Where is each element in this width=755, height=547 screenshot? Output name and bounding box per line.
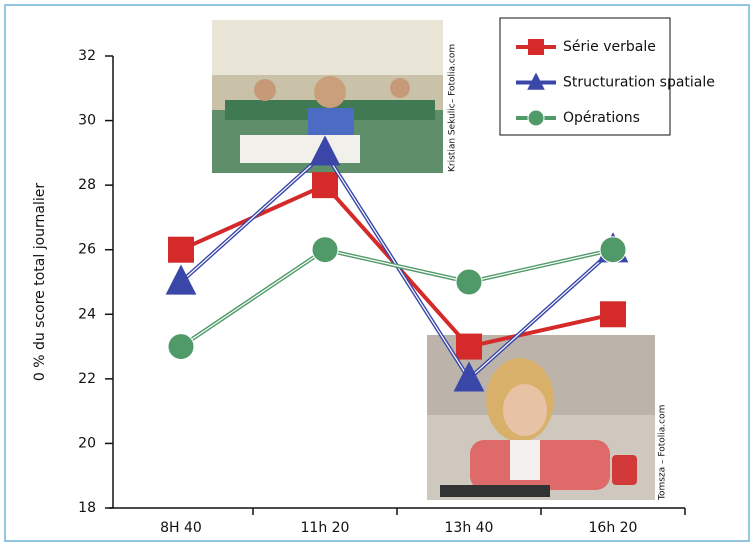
y-tick-label: 24 [78,306,96,322]
x-tick-label: 13h 40 [445,520,494,536]
image-credit: Kristian Sekulic– Fotolia.com [448,44,458,172]
photo-student [427,335,655,500]
legend-marker [527,72,545,90]
marker [600,301,626,328]
y-tick-label: 26 [78,242,96,258]
x-tick-label: 16h 20 [589,520,638,536]
y-tick-label: 20 [78,435,96,451]
legend-label: Série verbale [563,39,656,55]
marker [453,361,485,392]
y-tick-label: 32 [78,48,96,64]
line-highlight [180,249,614,348]
y-tick-label: 18 [78,500,96,516]
marker [165,264,197,295]
y-tick-label: 28 [78,177,96,193]
marker [311,236,339,264]
marker [167,333,195,361]
image-credit: Tomsza – Fotolia.com [658,405,668,501]
marker [309,135,341,166]
legend-marker [527,109,545,127]
legend-label: Structuration spatiale [563,75,715,91]
x-tick-label: 8H 40 [160,520,202,536]
marker [168,236,194,263]
marker [312,172,338,199]
marker [455,268,483,296]
y-axis-label: 0 % du score total journalier [32,183,48,382]
legend-label: Opérations [563,110,640,126]
legend-marker [528,39,544,55]
marker [456,333,482,360]
photo-classroom [212,20,443,173]
x-tick-label: 11h 20 [301,520,350,536]
marker [599,236,627,264]
y-tick-label: 30 [78,113,96,129]
y-tick-label: 22 [78,371,96,387]
